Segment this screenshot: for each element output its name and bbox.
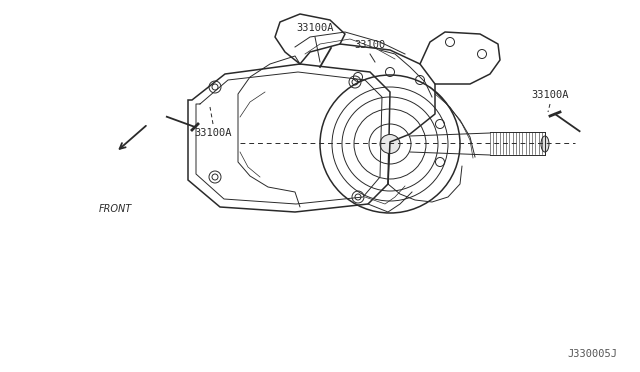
Text: FRONT: FRONT xyxy=(99,204,132,214)
Text: J330005J: J330005J xyxy=(568,349,618,359)
Text: 33100A: 33100A xyxy=(195,128,232,138)
Text: 33100A: 33100A xyxy=(296,23,333,33)
Ellipse shape xyxy=(541,136,549,152)
Text: 33100A: 33100A xyxy=(531,90,569,100)
Ellipse shape xyxy=(380,135,400,154)
Text: 33100: 33100 xyxy=(355,40,386,50)
